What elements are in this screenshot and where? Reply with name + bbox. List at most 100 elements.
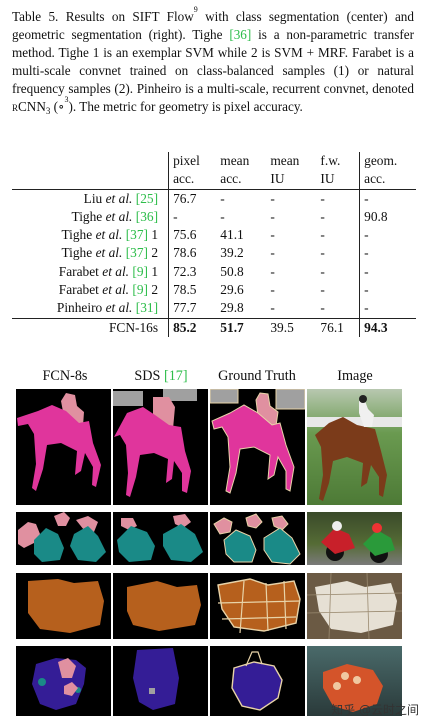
cell-pixel-acc: 75.6 — [168, 226, 217, 245]
method-name: Liu et al. [25] — [83, 190, 159, 206]
table-row: Farabet et al. [9] 2 78.5 29.6 - - - — [12, 281, 416, 300]
watermark: 知乎 @云时之间 — [331, 703, 419, 717]
cell-mean-acc: 29.8 — [216, 299, 267, 319]
cell-pixel-acc: 78.5 — [168, 281, 217, 300]
table-caption: Table 5. Results on SIFT Flow9 with clas… — [12, 4, 414, 118]
table-row: Pinheiro et al. [31] 77.7 29.8- - - — [12, 299, 416, 319]
footnote-marker: 9 — [193, 4, 198, 14]
caption-text: (∘ — [50, 99, 65, 115]
citation-link[interactable]: [9] — [132, 282, 149, 298]
method-name: Tighe et al. [37] 2 — [61, 245, 159, 261]
caption-text: with class segmentation (center) and geo… — [12, 9, 414, 43]
sds-result-motorbike — [113, 512, 208, 565]
input-image-sheep — [307, 573, 402, 639]
cell-pixel-acc: 72.3 — [168, 262, 217, 282]
header-pixel-acc-2: acc. — [168, 170, 217, 190]
ground-truth-horse — [210, 389, 305, 505]
results-table: pixel mean mean f.w. geom. acc. acc. IU … — [12, 152, 416, 337]
method-name: Tighe et al. [37] 1 — [61, 227, 159, 243]
column-header-image: Image — [337, 368, 373, 384]
table-row: Tighe et al. [37] 2 78.6 39.2 - - - — [12, 244, 416, 263]
citation-link[interactable]: [36] — [229, 27, 252, 43]
cell-fw-iu: - — [320, 263, 325, 279]
table-row: Farabet et al. [9] 1 72.3 50.8 - - - — [12, 262, 416, 282]
cell-fw-iu: - — [316, 299, 360, 319]
sds-result-sheep — [113, 573, 208, 639]
citation-link[interactable]: [36] — [135, 208, 159, 224]
cell-geom-acc: - — [359, 299, 416, 319]
cell-mean-iu: - — [270, 263, 275, 279]
cell-mean-acc: 51.7 — [220, 319, 244, 335]
header-mean-iu-2: IU — [266, 170, 317, 190]
input-image-boat — [307, 646, 402, 716]
ground-truth-boat — [210, 646, 305, 716]
cell-mean-iu: - — [270, 282, 275, 298]
cell-mean-iu: - — [270, 208, 275, 224]
fcn8s-result-motorbike — [16, 512, 111, 565]
cell-fw-iu: - — [320, 227, 325, 243]
citation-link[interactable]: [17] — [163, 368, 188, 384]
cell-mean-acc: 50.8 — [220, 263, 244, 279]
cell-geom-acc: - — [359, 244, 416, 263]
table-row: Liu et al. [25] 76.7- - - - — [12, 189, 416, 208]
citation-link[interactable]: [9] — [132, 263, 149, 279]
cell-pixel-acc: 78.6 — [168, 244, 217, 263]
table-body: Liu et al. [25] 76.7- - - - Tighe et al. [36]… — [12, 189, 416, 319]
citation-link[interactable]: [37] — [125, 227, 149, 243]
method-name: FCN-16s — [108, 319, 159, 335]
method-name: Farabet et al. [9] 2 — [58, 282, 159, 298]
cell-geom-acc: - — [359, 189, 416, 208]
cell-fw-iu: - — [320, 245, 325, 261]
cell-fw-iu: - — [320, 208, 325, 224]
header-fw-iu-2: IU — [316, 170, 360, 190]
sds-result-horse — [113, 389, 208, 505]
cell-geom-acc: - — [359, 262, 416, 282]
cell-mean-acc: 29.6 — [220, 282, 244, 298]
cell-mean-iu: - — [270, 227, 275, 243]
cell-mean-iu: 39.5 — [270, 319, 294, 335]
column-header-sds: SDS [17] — [134, 368, 188, 384]
cell-pixel-acc: - — [168, 207, 217, 227]
cell-mean-acc: - — [220, 208, 225, 224]
column-header-fcn8s: FCN-8s — [42, 368, 88, 384]
cell-mean-iu: - — [270, 190, 275, 206]
cell-fw-iu: 76.1 — [320, 319, 344, 335]
cell-mean-iu: - — [266, 299, 317, 319]
header-pixel-acc: pixel — [168, 152, 217, 171]
header-mean-acc: mean — [220, 153, 250, 168]
ground-truth-sheep — [210, 573, 305, 639]
input-image-horse — [307, 389, 402, 505]
caption-subscript: 3 — [45, 106, 51, 117]
caption-text: ). The metric for geometry is pixel accu… — [68, 99, 303, 115]
cell-mean-acc: - — [220, 190, 225, 206]
cell-geom-acc: - — [359, 226, 416, 245]
figure-column-headers: FCN-8s SDS [17] Ground Truth Image — [0, 368, 429, 386]
method-name: Tighe et al. [36] — [71, 208, 159, 224]
method-name: Farabet et al. [9] 1 — [58, 263, 159, 279]
caption-text: is a non-parametric transfer method. Tig… — [12, 27, 414, 97]
fcn8s-result-sheep — [16, 573, 111, 639]
ground-truth-motorbike — [210, 512, 305, 565]
cell-geom-acc: 90.8 — [359, 207, 416, 227]
citation-link[interactable]: [25] — [135, 190, 159, 206]
header-mean-iu: mean — [270, 153, 300, 168]
cell-pixel-acc: 76.7 — [168, 189, 217, 208]
sds-result-boat — [113, 646, 208, 716]
header-mean-acc-2: acc. — [216, 170, 267, 190]
fcn8s-result-boat — [16, 646, 111, 716]
column-header-ground-truth: Ground Truth — [218, 368, 296, 384]
cell-mean-acc: 41.1 — [220, 227, 244, 243]
cell-mean-iu: - — [270, 245, 275, 261]
header-geom-acc-2: acc. — [359, 170, 416, 190]
cell-mean-acc: 39.2 — [220, 245, 244, 261]
citation-link[interactable]: [37] — [125, 245, 149, 261]
fcn8s-result-horse — [16, 389, 111, 505]
caption-text: Table 5. Results on SIFT Flow — [12, 9, 194, 24]
header-geom-acc: geom. — [359, 152, 416, 171]
table-header-row-2: acc. acc. IU IU acc. — [12, 170, 416, 190]
cell-geom-acc: - — [359, 281, 416, 300]
table-header-row-1: pixel mean mean f.w. geom. — [12, 152, 416, 171]
table-row: Tighe et al. [37] 1 75.6 41.1 - - - — [12, 226, 416, 245]
table-row: Tighe et al. [36] - - - -90.8 — [12, 207, 416, 227]
citation-link[interactable]: [31] — [135, 300, 159, 316]
